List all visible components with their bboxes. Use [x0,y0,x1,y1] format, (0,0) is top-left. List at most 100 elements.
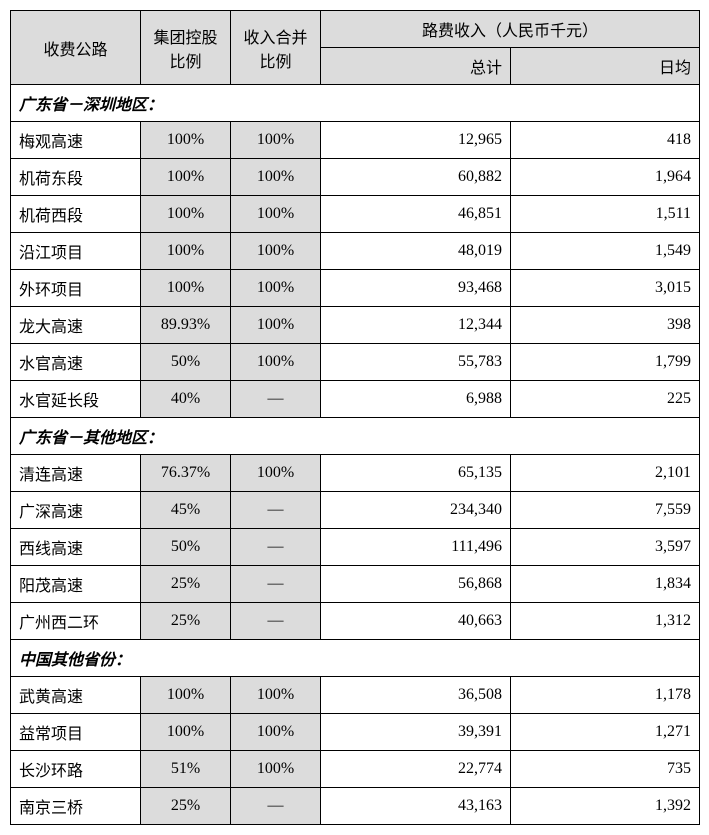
revenue-cell: 100% [231,233,321,270]
daily-cell: 1,834 [511,566,700,603]
total-cell: 22,774 [321,751,511,788]
total-cell: 111,496 [321,529,511,566]
revenue-cell: 100% [231,455,321,492]
daily-cell: 398 [511,307,700,344]
road-name-cell: 机荷东段 [11,159,141,196]
table-row: 武黄高速100%100%36,5081,178 [11,677,700,714]
total-cell: 6,988 [321,381,511,418]
table-header: 收费公路 集团控股比例 收入合并比例 路费收入（人民币千元） 总计 日均 [11,11,700,85]
daily-cell: 225 [511,381,700,418]
header-equity: 集团控股比例 [141,11,231,85]
table-row: 外环项目100%100%93,4683,015 [11,270,700,307]
section-header: 广东省－其他地区： [11,418,700,455]
total-cell: 55,783 [321,344,511,381]
total-cell: 65,135 [321,455,511,492]
section-header: 中国其他省份： [11,640,700,677]
equity-cell: 100% [141,677,231,714]
table-row: 清连高速76.37%100%65,1352,101 [11,455,700,492]
equity-cell: 45% [141,492,231,529]
road-name-cell: 长沙环路 [11,751,141,788]
daily-cell: 1,964 [511,159,700,196]
revenue-cell: 100% [231,307,321,344]
equity-cell: 51% [141,751,231,788]
total-cell: 60,882 [321,159,511,196]
table-row: 梅观高速100%100%12,965418 [11,122,700,159]
daily-cell: 735 [511,751,700,788]
revenue-cell: 100% [231,751,321,788]
table-row: 沿江项目100%100%48,0191,549 [11,233,700,270]
equity-cell: 100% [141,196,231,233]
equity-cell: 100% [141,714,231,751]
equity-cell: 100% [141,233,231,270]
daily-cell: 1,312 [511,603,700,640]
road-name-cell: 水官高速 [11,344,141,381]
revenue-cell: 100% [231,270,321,307]
revenue-cell: 100% [231,714,321,751]
revenue-cell: 100% [231,122,321,159]
equity-cell: 25% [141,566,231,603]
table-row: 南京三桥25%—43,1631,392 [11,788,700,825]
road-name-cell: 机荷西段 [11,196,141,233]
road-name-cell: 武黄高速 [11,677,141,714]
table-row: 广州西二环25%—40,6631,312 [11,603,700,640]
road-name-cell: 西线高速 [11,529,141,566]
equity-cell: 76.37% [141,455,231,492]
road-name-cell: 清连高速 [11,455,141,492]
equity-cell: 100% [141,159,231,196]
table-body: 广东省－深圳地区：梅观高速100%100%12,965418机荷东段100%10… [11,85,700,825]
daily-cell: 2,101 [511,455,700,492]
daily-cell: 1,178 [511,677,700,714]
daily-cell: 1,271 [511,714,700,751]
road-name-cell: 广深高速 [11,492,141,529]
equity-cell: 100% [141,270,231,307]
daily-cell: 418 [511,122,700,159]
daily-cell: 1,392 [511,788,700,825]
table-row: 西线高速50%—111,4963,597 [11,529,700,566]
equity-cell: 40% [141,381,231,418]
road-name-cell: 梅观高速 [11,122,141,159]
daily-cell: 1,799 [511,344,700,381]
revenue-cell: — [231,566,321,603]
total-cell: 12,344 [321,307,511,344]
header-revenue: 收入合并比例 [231,11,321,85]
total-cell: 56,868 [321,566,511,603]
revenue-cell: — [231,603,321,640]
table-row: 益常项目100%100%39,3911,271 [11,714,700,751]
road-name-cell: 沿江项目 [11,233,141,270]
equity-cell: 50% [141,529,231,566]
header-road: 收费公路 [11,11,141,85]
road-name-cell: 水官延长段 [11,381,141,418]
total-cell: 43,163 [321,788,511,825]
revenue-cell: — [231,529,321,566]
table-row: 长沙环路51%100%22,774735 [11,751,700,788]
table-row: 水官高速50%100%55,7831,799 [11,344,700,381]
table-row: 广深高速45%—234,3407,559 [11,492,700,529]
section-header: 广东省－深圳地区： [11,85,700,122]
road-name-cell: 广州西二环 [11,603,141,640]
table-row: 机荷西段100%100%46,8511,511 [11,196,700,233]
total-cell: 40,663 [321,603,511,640]
daily-cell: 1,511 [511,196,700,233]
daily-cell: 7,559 [511,492,700,529]
total-cell: 93,468 [321,270,511,307]
total-cell: 12,965 [321,122,511,159]
equity-cell: 89.93% [141,307,231,344]
toll-revenue-table: 收费公路 集团控股比例 收入合并比例 路费收入（人民币千元） 总计 日均 广东省… [10,10,700,825]
road-name-cell: 益常项目 [11,714,141,751]
equity-cell: 25% [141,788,231,825]
header-daily: 日均 [511,48,700,85]
header-toll-title: 路费收入（人民币千元） [321,11,700,48]
total-cell: 234,340 [321,492,511,529]
revenue-cell: 100% [231,344,321,381]
equity-cell: 25% [141,603,231,640]
table-row: 龙大高速89.93%100%12,344398 [11,307,700,344]
revenue-cell: — [231,381,321,418]
revenue-cell: — [231,788,321,825]
revenue-cell: — [231,492,321,529]
daily-cell: 3,597 [511,529,700,566]
equity-cell: 100% [141,122,231,159]
equity-cell: 50% [141,344,231,381]
road-name-cell: 阳茂高速 [11,566,141,603]
road-name-cell: 南京三桥 [11,788,141,825]
header-total: 总计 [321,48,511,85]
